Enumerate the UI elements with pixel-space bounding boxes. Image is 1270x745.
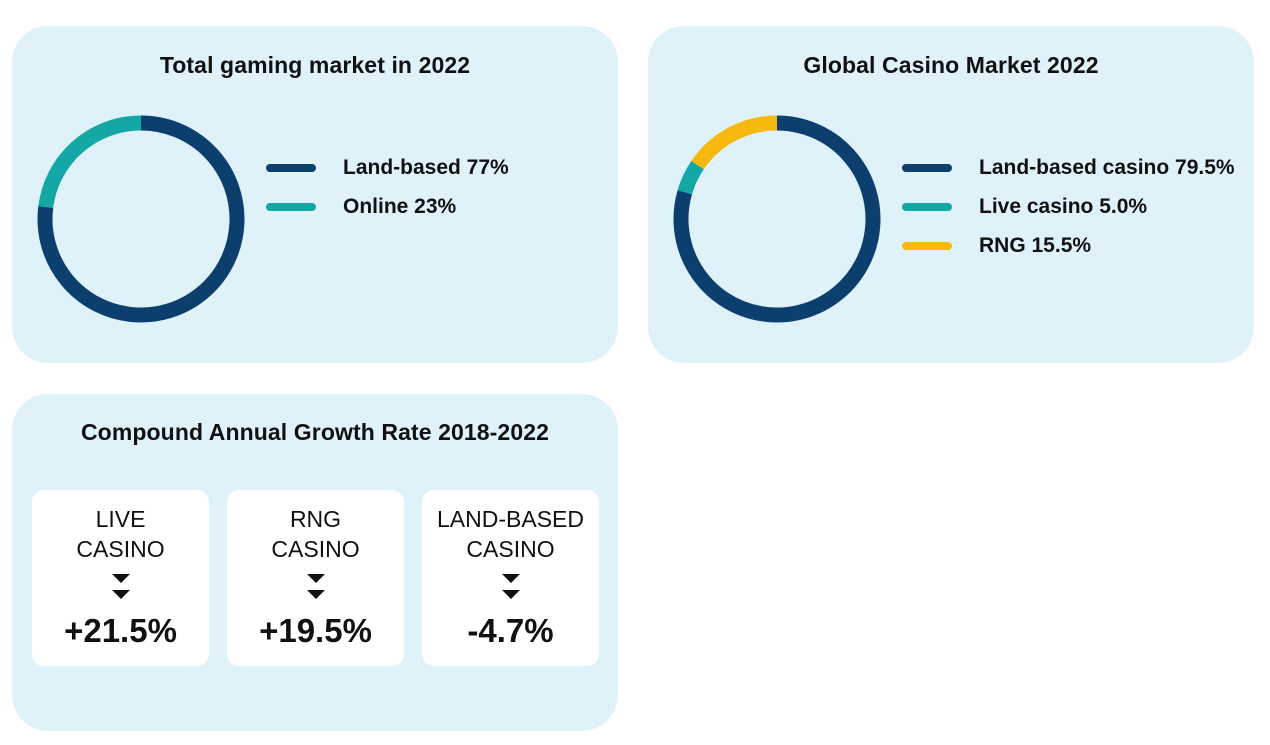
- legend-label-rng: RNG 15.5%: [979, 233, 1092, 257]
- legend-swatch-land-based: [266, 163, 316, 172]
- legend-item-land-based-casino: Land-based casino 79.5%: [902, 148, 1235, 187]
- down-arrow-icon: [501, 590, 520, 599]
- cagr-box-live-casino: LIVE CASINO +21.5%: [32, 490, 209, 666]
- legend-label-land-based: Land-based 77%: [343, 155, 509, 179]
- cagr-name-live-casino: LIVE CASINO: [32, 504, 209, 564]
- down-arrows-icon: [422, 574, 599, 606]
- cagr-name-line: LIVE: [95, 506, 146, 532]
- cagr-name-line: CASINO: [466, 536, 555, 562]
- cagr-title: Compound Annual Growth Rate 2018-2022: [80, 419, 550, 445]
- down-arrow-icon: [306, 574, 325, 583]
- legend-swatch-rng: [902, 241, 952, 250]
- down-arrow-icon: [306, 590, 325, 599]
- legend-item-live-casino: Live casino 5.0%: [902, 187, 1235, 226]
- cagr-name-line: CASINO: [271, 536, 360, 562]
- cagr-value-live-casino: +21.5%: [64, 612, 177, 649]
- global-casino-market-card: Global Casino Market 2022 Land-based cas…: [648, 26, 1254, 363]
- down-arrows-icon: [227, 574, 404, 606]
- total-gaming-market-legend: Land-based 77% Online 23%: [266, 148, 509, 226]
- cagr-name-rng-casino: RNG CASINO: [227, 504, 404, 564]
- legend-swatch-live-casino: [902, 202, 952, 211]
- cagr-box-rng-casino: RNG CASINO +19.5%: [227, 490, 404, 666]
- legend-swatch-online: [266, 202, 316, 211]
- donut-slice-live-casino: [677, 160, 704, 195]
- global-casino-market-donut: [673, 115, 881, 323]
- cagr-box-land-based-casino: LAND-BASED CASINO -4.7%: [422, 490, 599, 666]
- global-casino-market-legend: Land-based casino 79.5% Live casino 5.0%…: [902, 148, 1235, 265]
- cagr-name-land-based-casino: LAND-BASED CASINO: [422, 504, 599, 564]
- legend-label-land-based-casino: Land-based casino 79.5%: [979, 155, 1235, 179]
- cagr-card: Compound Annual Growth Rate 2018-2022 LI…: [12, 394, 618, 731]
- down-arrow-icon: [111, 590, 130, 599]
- total-gaming-market-title: Total gaming market in 2022: [159, 52, 471, 78]
- legend-item-rng: RNG 15.5%: [902, 226, 1235, 265]
- total-gaming-market-donut: [37, 115, 245, 323]
- total-gaming-market-card: Total gaming market in 2022 Land-based 7…: [12, 26, 618, 363]
- down-arrow-icon: [111, 574, 130, 583]
- cagr-value-land-based-casino: -4.7%: [467, 612, 554, 649]
- donut-slice-land-based: [37, 115, 245, 323]
- donut-slice-land-based-casino: [673, 115, 881, 323]
- legend-label-live-casino: Live casino 5.0%: [979, 194, 1148, 218]
- cagr-name-line: LAND-BASED: [437, 506, 584, 532]
- global-casino-market-title: Global Casino Market 2022: [803, 52, 1099, 78]
- donut-slice-online: [38, 115, 142, 209]
- cagr-name-line: CASINO: [76, 536, 165, 562]
- legend-item-land-based: Land-based 77%: [266, 148, 509, 187]
- down-arrows-icon: [32, 574, 209, 606]
- cagr-name-line: RNG: [289, 506, 342, 532]
- cagr-value-rng-casino: +19.5%: [259, 612, 372, 649]
- legend-label-online: Online 23%: [343, 194, 457, 218]
- legend-item-online: Online 23%: [266, 187, 509, 226]
- down-arrow-icon: [501, 574, 520, 583]
- legend-swatch-land-based-casino: [902, 163, 952, 172]
- donut-slice-rng: [691, 115, 778, 170]
